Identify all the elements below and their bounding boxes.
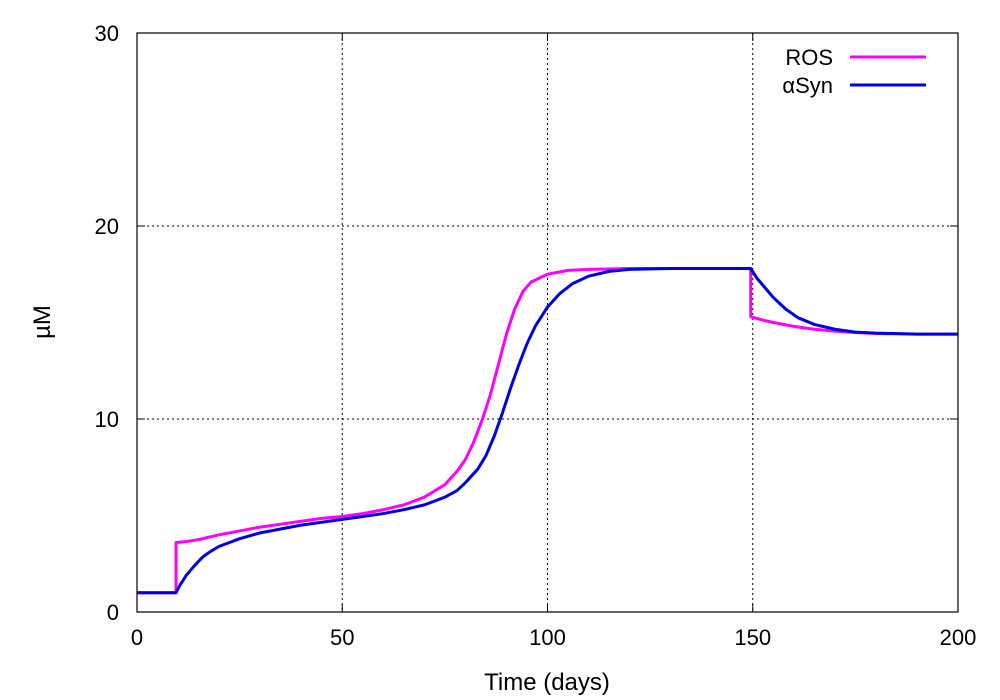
y-tick-label: 30	[95, 21, 119, 46]
y-tick-label: 10	[95, 407, 119, 432]
y-axis-label: µM	[29, 305, 56, 339]
series-line-asyn	[137, 266, 958, 595]
legend-label-asyn: αSyn	[782, 73, 833, 98]
x-tick-label: 200	[940, 625, 977, 650]
y-axis-ticks: 0 10 20 30	[95, 21, 958, 625]
series-lines	[137, 266, 958, 595]
x-tick-label: 150	[734, 625, 771, 650]
legend-label-ros: ROS	[785, 45, 833, 70]
x-tick-label: 100	[529, 625, 566, 650]
x-tick-label: 0	[131, 625, 143, 650]
y-tick-label: 0	[107, 600, 119, 625]
x-axis-ticks: 0 50 100 150 200	[131, 33, 976, 650]
x-tick-label: 50	[330, 625, 354, 650]
x-axis-label: Time (days)	[484, 669, 610, 696]
series-line-ros	[137, 266, 958, 595]
y-tick-label: 20	[95, 214, 119, 239]
legend: ROS αSyn	[782, 45, 926, 98]
grid-lines	[137, 33, 958, 612]
